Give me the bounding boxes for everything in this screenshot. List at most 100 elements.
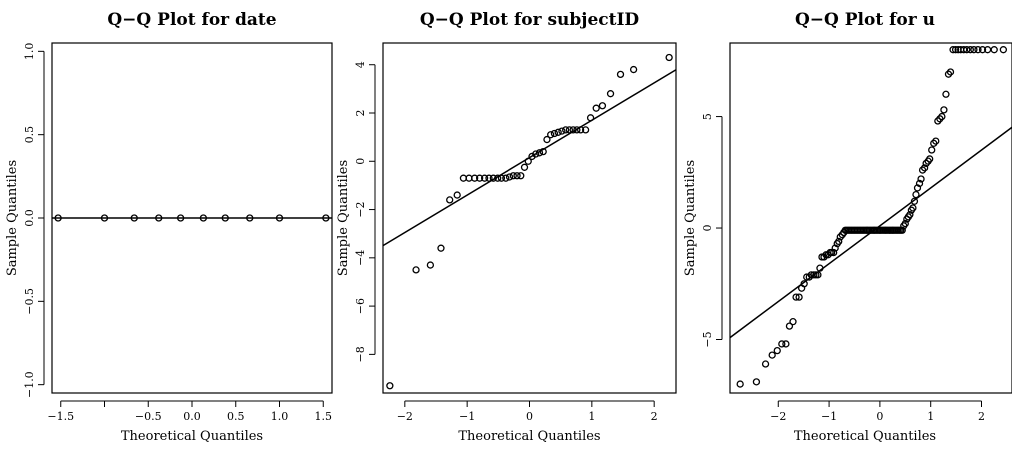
qq-point <box>586 114 595 122</box>
qq-point <box>554 128 562 136</box>
qq-point <box>800 280 808 288</box>
qq-point <box>898 226 906 234</box>
qq-point <box>816 264 824 272</box>
x-tick-label: 0 <box>876 410 883 423</box>
qq-point <box>978 46 987 54</box>
x-tick-label: 2 <box>978 410 985 423</box>
qq-point <box>475 174 484 182</box>
x-tick-label: −1 <box>821 410 837 423</box>
qq-point <box>517 172 525 180</box>
qq-point <box>951 46 960 54</box>
qq-point <box>505 173 514 181</box>
y-tick-label: 5 <box>701 113 714 120</box>
y-tick-label: 0.0 <box>23 209 36 227</box>
qq-point <box>576 126 585 134</box>
qq-point <box>920 164 929 172</box>
qq-point <box>520 163 529 171</box>
y-axis-label: Sample Quantiles <box>336 160 351 276</box>
qq-point <box>573 126 581 134</box>
y-tick-label: −1.0 <box>23 371 36 398</box>
y-tick-label: −0.5 <box>23 288 36 315</box>
y-tick-label: 0 <box>701 225 714 232</box>
qq-point <box>910 197 919 205</box>
qq-point <box>470 174 479 182</box>
qq-point <box>386 382 394 390</box>
qq-point <box>814 271 822 279</box>
x-tick-label: 1 <box>588 410 595 423</box>
qq-point <box>509 172 517 180</box>
qq-point <box>598 102 607 110</box>
qq-point <box>100 214 109 222</box>
qq-points <box>386 53 673 390</box>
qq-point <box>761 360 770 368</box>
qq-point <box>176 214 185 222</box>
qq-point <box>928 146 936 154</box>
x-axis-label: Theoretical Quantiles <box>121 429 263 444</box>
qq-point <box>629 65 638 74</box>
qq-point <box>513 172 521 180</box>
qq-point <box>275 214 284 222</box>
y-tick-label: 2 <box>354 110 367 117</box>
qq-point <box>789 318 797 326</box>
chart-title: Q−Q Plot for u <box>795 10 935 30</box>
qq-point <box>752 378 761 386</box>
qq-point <box>782 340 790 348</box>
y-tick-label: −2 <box>354 201 367 217</box>
qq-point <box>909 204 917 212</box>
chart-title: Q−Q Plot for date <box>107 10 276 30</box>
qq-point <box>155 214 163 222</box>
x-tick-label: −0.5 <box>135 410 162 423</box>
y-tick-label: 1.0 <box>23 43 36 61</box>
y-axis-label: Sample Quantiles <box>5 160 20 276</box>
qq-point <box>917 175 925 183</box>
qq-point <box>970 46 978 54</box>
x-tick-label: 0 <box>526 410 533 423</box>
qq-point <box>558 127 566 135</box>
qq-point <box>940 106 948 114</box>
qq-point <box>795 293 803 301</box>
x-tick-label: 2 <box>651 410 658 423</box>
qq-point <box>547 131 555 139</box>
qq-point <box>497 174 506 182</box>
y-tick-label: 0 <box>354 158 367 165</box>
x-tick-label: 0.0 <box>183 410 201 423</box>
qq-point <box>524 157 532 165</box>
qq-point <box>550 129 559 138</box>
qq-point <box>322 214 330 222</box>
qq-points <box>736 46 1008 388</box>
qq-panel-1: −1.5 −0.5 0.0 0.5 1.0 1.5 −1.0 −0.5 0.0 0.5 1.0 Q−Q… <box>5 10 333 444</box>
qq-point <box>768 351 776 359</box>
y-tick-label: −5 <box>701 331 714 347</box>
qq-point <box>785 322 794 330</box>
y-axis-label: Sample Quantiles <box>683 160 698 276</box>
qq-point <box>912 190 920 199</box>
qq-point <box>926 155 934 163</box>
qq-point <box>942 90 950 98</box>
qq-point <box>938 112 946 121</box>
qq-point <box>412 266 420 274</box>
qq-point <box>54 214 62 222</box>
qq-point <box>535 149 544 157</box>
x-tick-label: 0.5 <box>227 410 245 423</box>
qq-point <box>773 346 781 355</box>
qq-point <box>539 147 547 156</box>
x-tick-label: −2 <box>397 410 413 423</box>
qq-point <box>489 174 497 182</box>
qq-point <box>562 126 570 134</box>
chart-title: Q−Q Plot for subjectID <box>420 10 640 30</box>
y-tick-label: −8 <box>354 346 367 362</box>
qq-point <box>736 380 744 388</box>
qq-point <box>581 126 590 134</box>
qq-point <box>246 214 254 222</box>
qq-point <box>932 137 940 145</box>
qq-point <box>426 261 435 269</box>
qq-point <box>778 340 786 348</box>
qq-point <box>592 104 600 112</box>
x-tick-label: −1.5 <box>47 410 74 423</box>
qq-point <box>949 46 957 54</box>
x-tick-label: 1 <box>927 410 934 423</box>
qq-point <box>915 179 924 188</box>
qq-point <box>221 214 229 222</box>
